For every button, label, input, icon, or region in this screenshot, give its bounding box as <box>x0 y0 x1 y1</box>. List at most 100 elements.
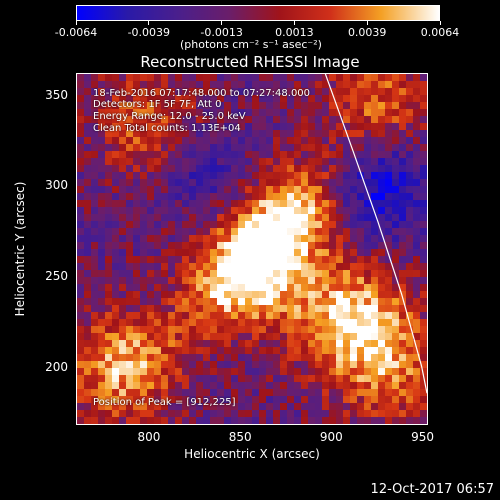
heatmap-pixel <box>371 396 379 404</box>
heatmap-pixel <box>98 361 106 369</box>
heatmap-pixel <box>105 221 113 229</box>
heatmap-pixel <box>210 291 218 299</box>
heatmap-pixel <box>378 88 386 96</box>
heatmap-pixel <box>245 172 253 180</box>
heatmap-pixel <box>315 144 323 152</box>
heatmap-pixel <box>161 235 169 243</box>
heatmap-pixel <box>406 389 414 397</box>
heatmap-pixel <box>224 214 232 222</box>
heatmap-pixel <box>273 81 281 89</box>
heatmap-pixel <box>126 284 134 292</box>
heatmap-pixel <box>420 263 427 271</box>
heatmap-pixel <box>406 186 414 194</box>
heatmap-pixel <box>140 277 148 285</box>
heatmap-pixel <box>77 81 85 89</box>
heatmap-pixel <box>245 256 253 264</box>
heatmap-pixel <box>140 375 148 383</box>
heatmap-pixel <box>399 291 407 299</box>
heatmap-pixel <box>217 235 225 243</box>
heatmap-pixel <box>350 200 358 208</box>
heatmap-pixel <box>238 116 246 124</box>
heatmap-pixel <box>322 389 330 397</box>
heatmap-pixel <box>406 179 414 187</box>
heatmap-pixel <box>336 284 344 292</box>
heatmap-pixel <box>126 326 134 334</box>
heatmap-pixel <box>217 137 225 145</box>
heatmap-pixel <box>378 158 386 166</box>
heatmap-pixel <box>154 165 162 173</box>
heatmap-pixel <box>364 207 372 215</box>
heatmap-pixel <box>210 382 218 390</box>
heatmap-pixel <box>119 256 127 264</box>
annotation-detectors: Detectors: 1F 5F 7F, Att 0 <box>93 99 222 110</box>
heatmap-pixel <box>280 291 288 299</box>
heatmap-pixel <box>161 200 169 208</box>
heatmap-pixel <box>364 109 372 117</box>
y-tick-label: 350 <box>45 87 68 102</box>
heatmap-pixel <box>91 319 99 327</box>
heatmap-pixel <box>175 305 183 313</box>
heatmap-pixel <box>105 151 113 159</box>
heatmap-pixel <box>343 319 351 327</box>
heatmap-pixel <box>175 340 183 348</box>
heatmap-pixel <box>273 144 281 152</box>
heatmap-pixel <box>315 200 323 208</box>
heatmap-pixel <box>315 319 323 327</box>
heatmap-pixel <box>378 172 386 180</box>
heatmap-pixel <box>406 207 414 215</box>
heatmap-pixel <box>231 102 239 110</box>
heatmap-pixel <box>308 263 316 271</box>
heatmap-pixel <box>294 235 302 243</box>
heatmap-pixel <box>406 291 414 299</box>
heatmap-pixel <box>154 249 162 257</box>
heatmap-pixel <box>91 270 99 278</box>
heatmap-pixel <box>196 165 204 173</box>
heatmap-pixel <box>413 123 421 131</box>
heatmap-pixel <box>147 396 155 404</box>
heatmap-pixel <box>203 95 211 103</box>
heatmap-pixel <box>140 242 148 250</box>
heatmap-pixel <box>329 235 337 243</box>
heatmap-pixel <box>287 81 295 89</box>
heatmap-pixel <box>112 382 120 390</box>
heatmap-pixel <box>322 74 330 82</box>
heatmap-pixel <box>98 88 106 96</box>
heatmap-pixel <box>336 347 344 355</box>
heatmap-pixel <box>210 396 218 404</box>
heatmap-pixel <box>273 116 281 124</box>
heatmap-pixel <box>294 137 302 145</box>
heatmap-pixel <box>203 382 211 390</box>
heatmap-pixel <box>133 277 141 285</box>
heatmap-pixel <box>406 137 414 145</box>
heatmap-pixel <box>322 347 330 355</box>
heatmap-pixel <box>203 74 211 82</box>
heatmap-pixel <box>105 144 113 152</box>
heatmap-pixel <box>385 284 393 292</box>
heatmap-pixel <box>189 305 197 313</box>
heatmap-pixel <box>308 172 316 180</box>
heatmap-pixel <box>175 207 183 215</box>
heatmap-pixel <box>336 256 344 264</box>
heatmap-pixel <box>168 221 176 229</box>
heatmap-pixel <box>84 368 92 376</box>
heatmap-pixel <box>154 298 162 306</box>
heatmap-pixel <box>77 389 85 397</box>
heatmap-pixel <box>392 291 400 299</box>
heatmap-pixel <box>168 88 176 96</box>
heatmap-pixel <box>378 193 386 201</box>
heatmap-pixel <box>273 165 281 173</box>
heatmap-pixel <box>140 179 148 187</box>
heatmap-pixel <box>385 109 393 117</box>
heatmap-pixel <box>231 242 239 250</box>
heatmap-pixel <box>322 207 330 215</box>
heatmap-pixel <box>182 235 190 243</box>
heatmap-pixel <box>406 347 414 355</box>
heatmap-pixel <box>336 291 344 299</box>
heatmap-pixel <box>294 410 302 418</box>
heatmap-pixel <box>371 382 379 390</box>
heatmap-pixel <box>77 256 85 264</box>
heatmap-pixel <box>112 256 120 264</box>
heatmap-pixel <box>119 361 127 369</box>
heatmap-pixel <box>105 130 113 138</box>
heatmap-pixel <box>119 242 127 250</box>
